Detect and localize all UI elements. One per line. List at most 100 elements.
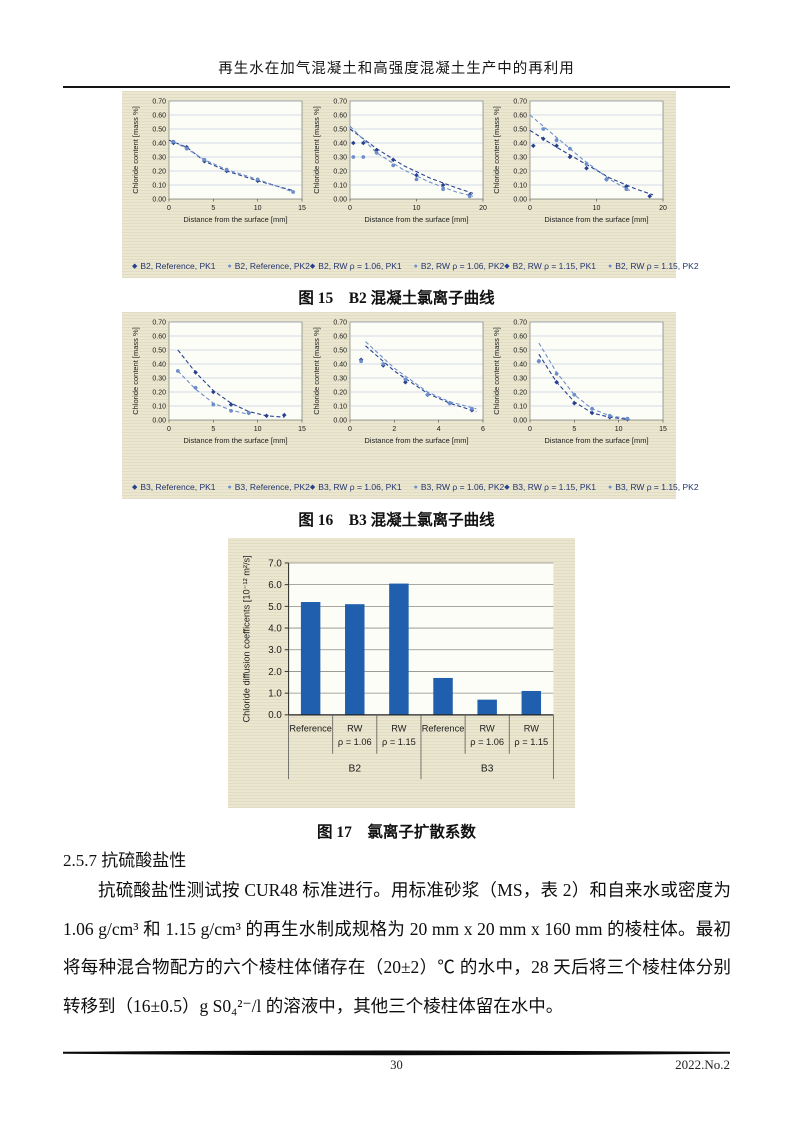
chart-legend-group: ◆ B2, RW ρ = 1.15, PK1 ● B2, RW ρ = 1.15, P… xyxy=(504,261,698,271)
legend-label: B3, RW ρ = 1.15, PK2 xyxy=(615,482,699,492)
svg-text:2: 2 xyxy=(392,426,396,433)
legend-item: ◆ B2, RW ρ = 1.06, PK1 xyxy=(310,261,402,271)
svg-text:0.20: 0.20 xyxy=(513,389,527,396)
svg-text:0.10: 0.10 xyxy=(333,403,347,410)
svg-text:0: 0 xyxy=(348,426,352,433)
svg-text:0.00: 0.00 xyxy=(513,196,527,203)
svg-text:0.30: 0.30 xyxy=(152,375,166,382)
diamond-marker-icon: ◆ xyxy=(132,483,138,491)
diamond-marker-icon: ◆ xyxy=(504,262,510,270)
svg-text:Distance from the surface [mm]: Distance from the surface [mm] xyxy=(364,436,468,445)
circle-marker-icon: ● xyxy=(413,262,418,270)
svg-text:0.10: 0.10 xyxy=(513,182,527,189)
legend-label: B3, Reference, PK1 xyxy=(140,482,216,492)
legend-label: B3, Reference, PK2 xyxy=(234,482,310,492)
legend-item: ◆ B3, RW ρ = 1.15, PK1 xyxy=(504,482,596,492)
svg-text:0.40: 0.40 xyxy=(152,140,166,147)
svg-text:0.00: 0.00 xyxy=(513,417,527,424)
figure-16-panel: 0.00 0.10 0.20 0.30 0.40 0.50 0.60 0.70 0 5 10 15 Di… xyxy=(122,312,699,499)
svg-text:0.0: 0.0 xyxy=(268,710,282,721)
svg-text:0.10: 0.10 xyxy=(333,182,347,189)
legend-label: B2, RW ρ = 1.15, PK1 xyxy=(512,261,596,271)
diamond-marker-icon: ◆ xyxy=(309,262,316,270)
diamond-marker-icon: ◆ xyxy=(132,262,138,270)
svg-text:0.60: 0.60 xyxy=(333,112,347,119)
svg-text:0.60: 0.60 xyxy=(152,112,166,119)
svg-text:RW: RW xyxy=(391,723,407,733)
svg-text:ρ = 1.15: ρ = 1.15 xyxy=(382,737,416,747)
svg-text:ρ = 1.06: ρ = 1.06 xyxy=(338,737,372,747)
svg-text:10: 10 xyxy=(254,205,262,212)
figure-17-caption: 图 17 氯离子扩散系数 xyxy=(317,824,476,841)
legend-label: B2, Reference, PK1 xyxy=(140,261,216,271)
body-paragraph: 抗硫酸盐性测试按 CUR48 标准进行。用标准砂浆（MS，表 2）和自来水或密度… xyxy=(63,880,731,1016)
svg-text:Distance from the surface [mm]: Distance from the surface [mm] xyxy=(544,436,648,445)
svg-text:RW: RW xyxy=(524,723,540,733)
svg-text:1.0: 1.0 xyxy=(268,689,282,700)
svg-text:0: 0 xyxy=(167,205,171,212)
legend-item: ◆ B3, RW ρ = 1.06, PK1 xyxy=(310,482,402,492)
legend-label: B3, RW ρ = 1.06, PK2 xyxy=(420,482,505,492)
chart-legend-group: ◆ B3, Reference, PK1 ● B3, Reference, PK2 xyxy=(132,482,310,492)
svg-text:0.10: 0.10 xyxy=(152,182,166,189)
legend-item: ◆ B2, RW ρ = 1.15, PK1 xyxy=(504,261,596,271)
svg-text:0.40: 0.40 xyxy=(333,140,347,147)
svg-text:0.70: 0.70 xyxy=(513,98,527,105)
svg-text:0: 0 xyxy=(348,205,352,212)
chart-legend-group: ◆ B3, RW ρ = 1.06, PK1 ● B3, RW ρ = 1.06, P… xyxy=(310,482,504,492)
chart-b2-reference: 0.00 0.10 0.20 0.30 0.40 0.50 0.60 0.70 0 5 10 15 Di… xyxy=(131,98,306,224)
footer-rule xyxy=(63,1050,730,1056)
svg-text:Distance from the surface [mm]: Distance from the surface [mm] xyxy=(544,215,648,224)
svg-text:3.0: 3.0 xyxy=(268,645,282,656)
circle-marker-icon: ● xyxy=(608,483,613,491)
svg-text:0.20: 0.20 xyxy=(152,389,166,396)
svg-text:0.50: 0.50 xyxy=(513,126,527,133)
svg-text:0.30: 0.30 xyxy=(152,154,166,161)
svg-text:10: 10 xyxy=(615,426,623,433)
figure-16-charts-row: 0.00 0.10 0.20 0.30 0.40 0.50 0.60 0.70 0 5 10 15 Di… xyxy=(129,316,669,466)
svg-text:0.70: 0.70 xyxy=(513,319,527,326)
issue-label: 2022.No.2 xyxy=(675,1057,730,1072)
chart-b2-rw-1-15: 0.00 0.10 0.20 0.30 0.40 0.50 0.60 0.70 0 10 20 Dis… xyxy=(492,98,667,224)
svg-text:Reference: Reference xyxy=(289,723,332,733)
figure-16-caption: 图 16 B3 混凝土氯离子曲线 xyxy=(298,512,495,529)
chart-b2-rw-1-06: 0.00 0.10 0.20 0.30 0.40 0.50 0.60 0.70 0 10 20 Dis… xyxy=(312,98,487,224)
svg-text:0.60: 0.60 xyxy=(152,333,166,340)
svg-text:0.10: 0.10 xyxy=(513,403,527,410)
svg-text:20: 20 xyxy=(659,205,667,212)
svg-text:ρ = 1.06: ρ = 1.06 xyxy=(470,737,504,747)
chart-legend-group: ◆ B3, RW ρ = 1.15, PK1 ● B3, RW ρ = 1.15, P… xyxy=(504,482,698,492)
svg-text:RW: RW xyxy=(480,723,496,733)
chart-b3-reference: 0.00 0.10 0.20 0.30 0.40 0.50 0.60 0.70 0 5 10 15 Di… xyxy=(131,319,306,445)
svg-text:0.40: 0.40 xyxy=(513,361,527,368)
svg-text:Distance from the surface [mm]: Distance from the surface [mm] xyxy=(364,215,468,224)
svg-text:Chloride content [mass %]: Chloride content [mass %] xyxy=(131,106,140,194)
circle-marker-icon: ● xyxy=(227,483,232,491)
svg-text:7.0: 7.0 xyxy=(268,558,282,569)
svg-text:Chloride content [mass %]: Chloride content [mass %] xyxy=(312,327,321,415)
svg-text:0.50: 0.50 xyxy=(333,126,347,133)
svg-text:0.60: 0.60 xyxy=(513,333,527,340)
svg-text:0.20: 0.20 xyxy=(152,168,166,175)
svg-text:10: 10 xyxy=(254,426,262,433)
svg-text:4.0: 4.0 xyxy=(268,623,282,634)
svg-text:4: 4 xyxy=(436,426,440,433)
svg-text:5: 5 xyxy=(572,426,576,433)
svg-text:15: 15 xyxy=(298,426,306,433)
svg-text:15: 15 xyxy=(659,426,667,433)
circle-marker-icon: ● xyxy=(227,262,232,270)
figure-16-legend: ◆ B3, Reference, PK1 ● B3, Reference, PK2 ◆ B… xyxy=(132,482,699,492)
svg-text:RW: RW xyxy=(347,723,363,733)
legend-label: B2, RW ρ = 1.06, PK2 xyxy=(420,261,505,271)
page-number: 30 xyxy=(390,1058,403,1072)
figure-15-caption: 图 15 B2 混凝土氯离子曲线 xyxy=(298,290,495,307)
running-head-title: 再生水在加气混凝土和高强度混凝土生产中的再利用 xyxy=(218,61,575,77)
legend-label: B2, RW ρ = 1.15, PK2 xyxy=(615,261,699,271)
legend-item: ● B3, Reference, PK2 xyxy=(228,482,310,492)
svg-text:15: 15 xyxy=(298,205,306,212)
circle-marker-icon: ● xyxy=(608,262,613,270)
chart-b3-rw-1-06: 0.00 0.10 0.20 0.30 0.40 0.50 0.60 0.70 0 2 4 6 Dist… xyxy=(312,319,485,445)
svg-text:0.30: 0.30 xyxy=(333,375,347,382)
legend-item: ◆ B2, Reference, PK1 xyxy=(132,261,216,271)
